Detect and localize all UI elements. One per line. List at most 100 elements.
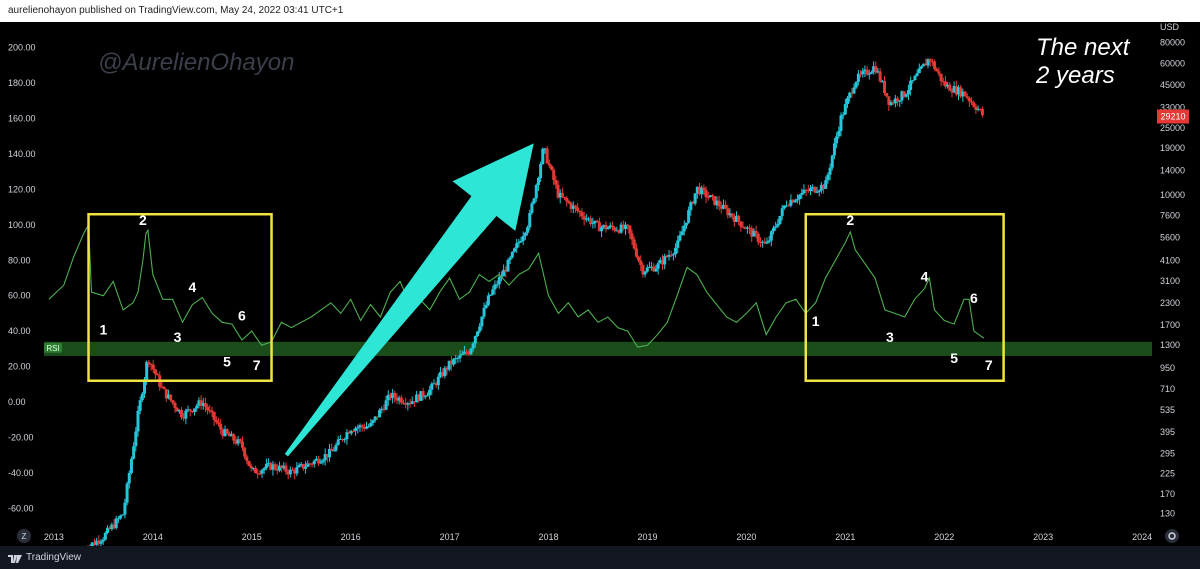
right-axis-tick: 5600	[1160, 233, 1180, 243]
candle-body	[282, 465, 286, 469]
candle-body	[153, 369, 157, 375]
candle-body	[687, 210, 691, 223]
candle-body	[665, 255, 669, 257]
candle-body	[778, 215, 782, 224]
x-axis-tick: 2024	[1132, 532, 1152, 542]
candle-body	[850, 92, 854, 94]
candle-body	[143, 379, 147, 394]
candle-body	[587, 218, 591, 220]
candle-body	[534, 185, 538, 199]
candle-body	[358, 425, 362, 428]
candle-body	[291, 469, 295, 471]
candle-body	[149, 363, 153, 365]
candle-body	[724, 204, 728, 209]
candle-body	[963, 91, 967, 97]
candle-body	[882, 80, 886, 94]
right-axis-tick: 4100	[1160, 256, 1180, 266]
candle-body	[495, 284, 499, 286]
candle-body	[504, 269, 508, 272]
price-rsi-chart: @AurelienOhayon RSI 1 2 3 4 5 6 7 1 2 3 4 5 6 7 200.00 18…	[0, 22, 1200, 546]
candle-body	[121, 514, 125, 516]
candle-body	[391, 392, 395, 399]
left-axis-tick: 0.00	[8, 397, 26, 407]
candle-body	[234, 440, 238, 444]
candle-body	[830, 155, 834, 168]
candle-body	[332, 450, 336, 452]
x-axis-tick: 2013	[44, 532, 64, 542]
footer-bar: TradingView	[0, 546, 1200, 569]
candle-body	[789, 199, 793, 206]
candle-body	[92, 542, 96, 545]
candle-body	[663, 255, 667, 265]
candle-body	[671, 254, 675, 256]
candle-body	[582, 216, 586, 220]
candle-body	[236, 439, 240, 444]
candle-body	[974, 106, 978, 111]
x-axis-tick: 2019	[637, 532, 657, 542]
candle-body	[589, 218, 593, 225]
candle-body	[628, 225, 632, 234]
candle-body	[615, 230, 619, 232]
candle-body	[425, 395, 429, 397]
tradingview-logo[interactable]: TradingView	[8, 552, 81, 563]
right-axis-tick: 950	[1160, 363, 1175, 373]
candle-body	[254, 467, 258, 474]
candle-body	[913, 75, 917, 81]
candle-body	[876, 71, 880, 73]
candle-body	[808, 188, 812, 191]
candle-body	[408, 403, 412, 405]
candle-body	[737, 215, 741, 222]
x-axis-tick: 2017	[440, 532, 460, 542]
candle-body	[634, 248, 638, 257]
candle-body	[145, 361, 149, 380]
gear-icon[interactable]	[1165, 529, 1179, 543]
candle-body	[199, 400, 203, 406]
candle-body	[765, 241, 769, 244]
candle-body	[351, 430, 355, 432]
candle-body	[469, 348, 473, 355]
candle-body	[147, 361, 151, 364]
candle-body	[795, 199, 799, 201]
candle-body	[843, 104, 847, 115]
candle-body	[321, 460, 325, 463]
candle-body	[371, 420, 375, 423]
candle-body	[719, 206, 723, 209]
candle-body	[906, 90, 910, 95]
candle-body	[937, 71, 941, 74]
candle-body	[563, 196, 567, 199]
right-axis-tick: 3100	[1160, 276, 1180, 286]
left-axis-tick: 180.00	[8, 78, 36, 88]
box-2021	[804, 212, 1005, 382]
candle-body	[745, 227, 749, 229]
candle-body	[909, 80, 913, 91]
candle-body	[208, 410, 212, 412]
right-axis-tick: 80000	[1160, 38, 1185, 48]
candle-body	[428, 389, 432, 396]
candle-body	[195, 405, 199, 409]
candle-body	[639, 260, 643, 266]
left-axis-tick: -40.00	[8, 468, 34, 478]
candle-body	[410, 401, 414, 404]
wave-label-right-2: 2	[846, 212, 854, 228]
candle-body	[597, 222, 601, 232]
candle-body	[798, 194, 802, 200]
candle-body	[691, 202, 695, 204]
candle-body	[108, 527, 112, 529]
candle-body	[314, 458, 318, 461]
candle-body	[891, 102, 895, 104]
candle-body	[186, 409, 190, 411]
candle-body	[976, 108, 980, 111]
candle-body	[402, 402, 406, 404]
candle-body	[156, 374, 160, 376]
candle-body	[295, 467, 299, 474]
candle-body	[632, 239, 636, 249]
candle-body	[95, 540, 99, 545]
right-axis-tick: 10000	[1160, 190, 1185, 200]
zoom-button[interactable]	[17, 529, 31, 543]
left-axis-tick: 40.00	[8, 326, 31, 336]
candle-body	[521, 236, 525, 241]
candle-body	[567, 201, 571, 204]
candle-body	[959, 87, 963, 97]
candle-body	[528, 212, 532, 228]
candle-body	[591, 223, 595, 225]
